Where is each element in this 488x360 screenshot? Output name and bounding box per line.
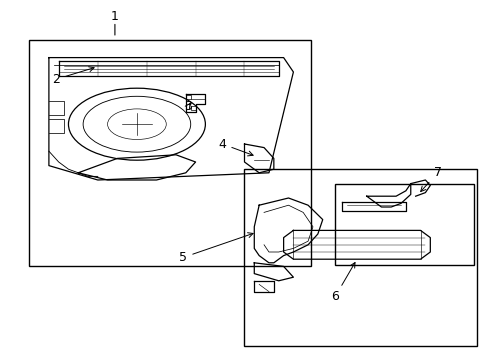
Bar: [29, 40, 310, 266]
Text: 7: 7: [420, 166, 441, 192]
Text: 6: 6: [330, 262, 354, 303]
Bar: [185, 95, 190, 99]
Bar: [334, 184, 473, 265]
Text: 3: 3: [184, 100, 192, 113]
Text: 4: 4: [218, 138, 253, 156]
Text: 1: 1: [111, 10, 119, 23]
Bar: [190, 106, 195, 110]
Text: 5: 5: [179, 233, 253, 264]
Text: 2: 2: [52, 67, 94, 86]
Bar: [244, 169, 476, 346]
